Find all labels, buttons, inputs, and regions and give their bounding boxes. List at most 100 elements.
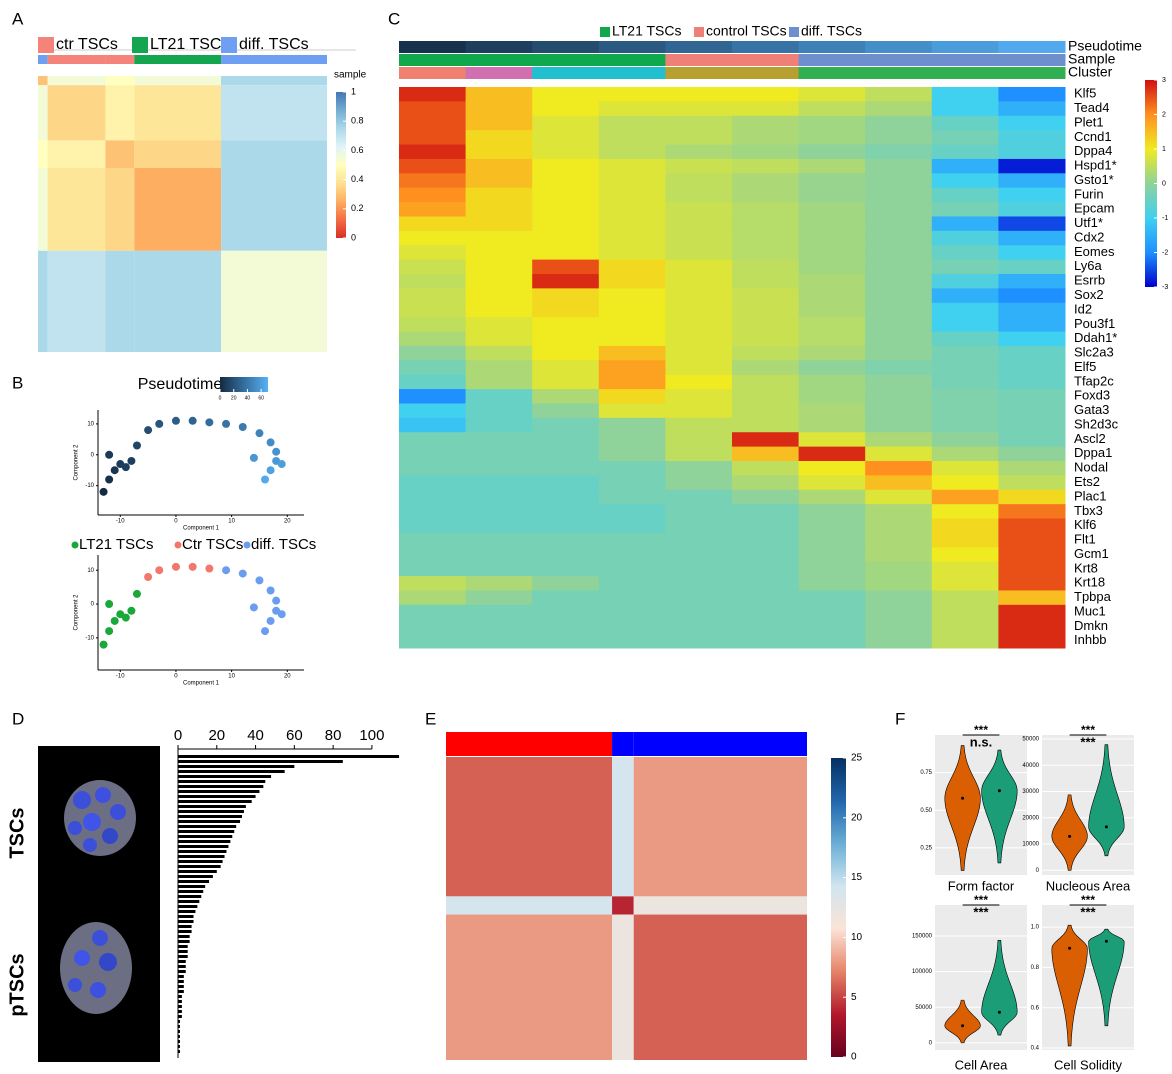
x-tick-label: 60 xyxy=(286,727,303,744)
heatmap-cell xyxy=(599,332,666,347)
panel-label: C xyxy=(388,9,400,28)
panel-label: A xyxy=(12,9,24,28)
heatmap-cell xyxy=(599,576,666,591)
heatmap-cell xyxy=(732,173,799,188)
heatmap-cell xyxy=(134,85,221,140)
colorbar-title: Pseudotime xyxy=(138,376,223,393)
image-label: Hoechst xyxy=(75,880,126,896)
point xyxy=(267,438,275,446)
heatmap-cell xyxy=(932,202,999,217)
heatmap-cell xyxy=(998,274,1065,289)
heatmap-cell xyxy=(799,145,866,160)
point xyxy=(155,420,163,428)
point xyxy=(272,448,280,456)
heatmap-cell xyxy=(466,605,533,620)
heatmap-cell xyxy=(799,447,866,462)
heatmap-cell xyxy=(932,145,999,160)
heatmap-cell xyxy=(665,360,732,375)
heatmap-cell xyxy=(532,274,599,289)
gene-label: Hspd1* xyxy=(1074,158,1117,173)
bar xyxy=(178,765,294,768)
sample-cell xyxy=(532,54,599,66)
heatmap-cell xyxy=(732,145,799,160)
heatmap-cell xyxy=(532,389,599,404)
colorbar-label: 0 xyxy=(1162,180,1166,187)
heatmap-cell xyxy=(998,375,1065,390)
heatmap-cell xyxy=(665,173,732,188)
heatmap-cell xyxy=(599,260,666,275)
bar xyxy=(178,885,205,888)
bar xyxy=(178,815,242,818)
heatmap-cell xyxy=(466,216,533,231)
heatmap-cell xyxy=(399,605,466,620)
legend-swatch xyxy=(600,27,610,37)
heatmap-cell xyxy=(399,562,466,577)
heatmap-cell xyxy=(799,590,866,605)
figure: Actr TSCsLT21 TSCsdiff. TSCssample00.20.… xyxy=(0,0,1172,1074)
heatmap-cell xyxy=(532,519,599,534)
point xyxy=(239,423,247,431)
heatmap-cell xyxy=(732,619,799,634)
heatmap-cell xyxy=(998,547,1065,562)
legend-swatch xyxy=(694,27,704,37)
heatmap-cell xyxy=(799,519,866,534)
heatmap-cell xyxy=(532,634,599,649)
heatmap-cell xyxy=(932,188,999,203)
heatmap-cell xyxy=(665,533,732,548)
heatmap-cell xyxy=(932,461,999,476)
heatmap-cell xyxy=(732,288,799,303)
heatmap-cell xyxy=(38,76,48,85)
heatmap-cell xyxy=(865,461,932,476)
bar xyxy=(178,1040,180,1043)
heatmap-cell xyxy=(799,130,866,145)
bar xyxy=(178,910,195,913)
heatmap-cell xyxy=(865,418,932,433)
heatmap-cell xyxy=(466,332,533,347)
point xyxy=(267,466,275,474)
bar xyxy=(178,770,285,773)
sample-cell xyxy=(732,54,799,66)
page: Actr TSCsLT21 TSCsdiff. TSCssample00.20.… xyxy=(0,0,1172,1074)
x-tick-label: 0 xyxy=(174,674,178,680)
image-label: Cdx2 xyxy=(75,897,108,913)
heatmap-cell xyxy=(799,159,866,174)
heatmap-cell xyxy=(665,332,732,347)
heatmap-cell xyxy=(532,475,599,490)
colorbar-label: 0.8 xyxy=(351,116,364,126)
heatmap-cell xyxy=(399,447,466,462)
heatmap-cell xyxy=(599,418,666,433)
pseudotime-cell xyxy=(399,41,466,53)
heatmap-cell xyxy=(665,605,732,620)
cell-cluster xyxy=(60,922,132,1014)
heatmap-cell xyxy=(599,116,666,131)
gene-label: Tfap2c xyxy=(1074,373,1114,388)
heatmap-cell xyxy=(799,490,866,505)
y-tick-label: 100000 xyxy=(912,969,933,975)
heatmap-cell xyxy=(599,288,666,303)
bar xyxy=(178,945,188,948)
heatmap-cell xyxy=(399,619,466,634)
heatmap-cell xyxy=(466,260,533,275)
median-point xyxy=(998,1011,1001,1014)
y-tick-label: -10 xyxy=(85,635,94,641)
heatmap-cell xyxy=(399,403,466,418)
heatmap-cell xyxy=(932,101,999,116)
heatmap-cell xyxy=(932,403,999,418)
heatmap-cell xyxy=(799,562,866,577)
heatmap-cell xyxy=(466,274,533,289)
y-tick-label: 0 xyxy=(91,602,95,608)
heatmap-cell xyxy=(665,447,732,462)
x-tick-label: -10 xyxy=(116,519,125,525)
gene-label: Nodal xyxy=(1074,460,1108,475)
heatmap-cell xyxy=(998,389,1065,404)
bar xyxy=(178,1010,182,1013)
heatmap-cell xyxy=(532,360,599,375)
heatmap-cell xyxy=(221,76,327,85)
point xyxy=(133,442,141,450)
heatmap-cell xyxy=(399,245,466,260)
heatmap-cell xyxy=(732,389,799,404)
heatmap-cell xyxy=(865,375,932,390)
heatmap-cell xyxy=(998,475,1065,490)
heatmap-cell xyxy=(932,332,999,347)
heatmap-cell xyxy=(466,288,533,303)
